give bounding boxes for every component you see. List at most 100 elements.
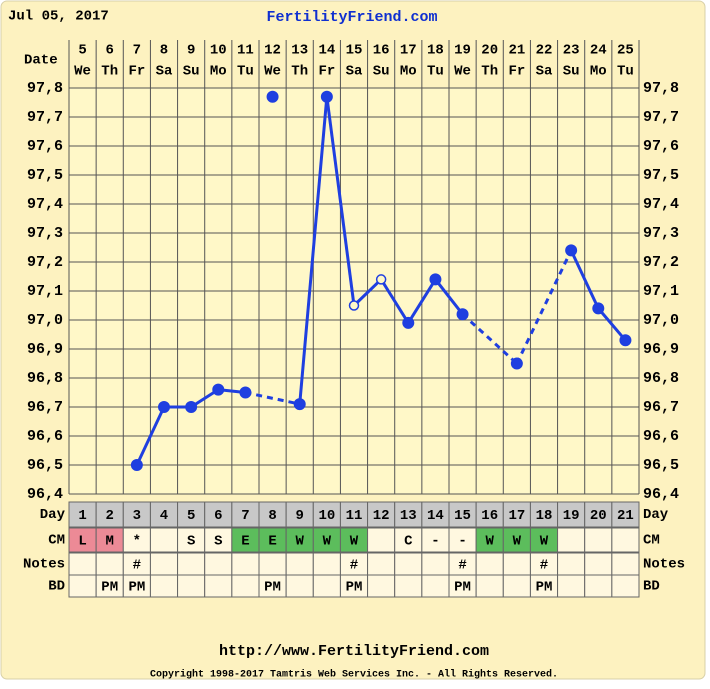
table-cell [149,552,179,576]
cell-text: 4 [160,508,168,524]
date-label: 16 [373,43,390,59]
cell-text: 21 [617,508,634,524]
line-segment [515,249,573,365]
cell-text: W [513,534,522,550]
cell-text: 17 [508,508,525,524]
cell-text: 2 [106,508,114,524]
table-cell [611,552,640,576]
cell-text: 16 [481,508,498,524]
table-cell [367,501,396,528]
y-tick-label: 96,5 [27,457,63,474]
table-cell [394,574,423,598]
cell-text: 15 [454,508,471,524]
row-label-right: Notes [643,557,685,573]
table-cell [95,501,124,528]
row-label-right: Day [643,507,669,523]
weekday-label: We [454,64,471,80]
y-tick-label-right: 97,1 [643,283,679,300]
row-label: Day [40,507,66,523]
weekday-label: Tu [427,64,444,80]
table-cell [68,552,97,576]
cell-text: - [458,534,466,550]
date-label: 21 [508,43,525,59]
date-label: 24 [590,43,607,59]
cell-text: 10 [318,508,335,524]
date-label: Date [24,53,58,69]
date-label: 19 [454,43,471,59]
cell-text: W [350,534,359,550]
cell-text: 9 [296,508,304,524]
data-point [456,308,469,321]
cell-text: W [486,534,495,550]
table-cell [584,574,613,598]
date-label: 10 [210,43,227,59]
table-cell [312,501,341,528]
cell-text: W [323,534,332,550]
data-point [212,383,225,396]
table-cell [285,501,314,528]
cell-text: # [350,558,358,574]
data-point [402,316,415,329]
table-cell [611,527,640,553]
data-point [320,90,333,103]
y-tick-label: 96,8 [27,370,63,387]
table-cell [231,552,260,576]
weekday-label: Su [183,64,200,80]
y-tick-label: 96,9 [27,341,63,358]
table-cell [557,552,586,576]
table-cell [149,527,179,553]
y-tick-label: 97,8 [27,80,63,97]
y-tick-label: 96,4 [27,486,63,503]
line-segment [298,96,329,405]
cell-text: PM [101,580,118,596]
table-cell [95,552,124,576]
cell-text: M [106,534,114,550]
date-label: 15 [346,43,363,59]
cell-text: S [214,534,222,550]
line-segment [461,313,518,365]
data-point [185,401,198,413]
date-label: 7 [133,43,141,59]
data-point [429,273,442,286]
y-tick-label: 97,2 [27,254,63,271]
y-tick-label-right: 97,4 [643,196,679,213]
table-cell [68,574,97,598]
site-title: FertilityFriend.com [266,9,437,26]
table-cell [367,552,396,576]
line-segment [379,278,410,324]
y-tick-label-right: 97,7 [643,109,679,126]
table-cell [367,527,396,553]
data-point [375,274,387,285]
line-segment [434,278,464,316]
weekday-label: We [74,64,91,80]
table-cell [367,574,396,598]
cell-text: # [458,558,466,574]
weekday-label: Tu [237,64,254,80]
weekday-label: Th [481,64,498,80]
date-label: 6 [106,43,114,59]
table-cell [204,574,233,598]
weekday-label: Sa [156,64,173,80]
row-label: CM [48,533,65,549]
cell-text: * [133,534,141,550]
y-tick-label: 97,3 [27,225,63,242]
table-cell [394,527,423,553]
table-cell [584,501,613,528]
data-point [158,401,170,413]
weekday-label: Fr [508,64,525,80]
weekday-label: Su [563,64,580,80]
table-cell [421,552,450,576]
line-segment [569,249,600,310]
table-cell [394,501,423,528]
cell-text: # [133,558,141,574]
date-label: 20 [481,43,498,59]
table-cell [421,527,450,553]
y-tick-label: 96,6 [27,428,63,445]
row-label-right: BD [643,579,660,595]
table-cell [557,527,586,553]
row-label: Notes [23,557,65,573]
y-tick-label-right: 97,3 [643,225,679,242]
row-label: BD [48,579,65,595]
table-cell [122,501,151,528]
cell-text: 7 [241,508,249,524]
